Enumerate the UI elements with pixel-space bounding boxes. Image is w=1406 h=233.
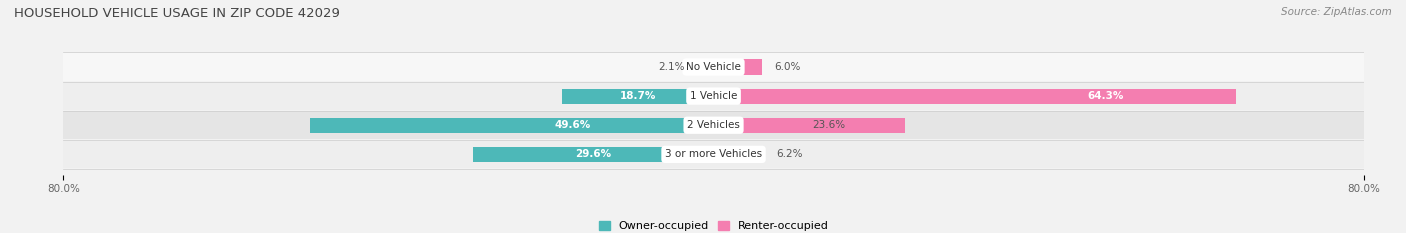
- Bar: [472, 147, 713, 162]
- Text: HOUSEHOLD VEHICLE USAGE IN ZIP CODE 42029: HOUSEHOLD VEHICLE USAGE IN ZIP CODE 4202…: [14, 7, 340, 20]
- Text: 64.3%: 64.3%: [1087, 91, 1123, 101]
- Text: No Vehicle: No Vehicle: [686, 62, 741, 72]
- Text: 6.2%: 6.2%: [776, 149, 803, 159]
- Text: 1 Vehicle: 1 Vehicle: [690, 91, 737, 101]
- Text: 49.6%: 49.6%: [554, 120, 591, 130]
- Bar: [63, 53, 1364, 81]
- Bar: [713, 89, 1236, 104]
- Bar: [713, 118, 905, 133]
- Bar: [713, 147, 763, 162]
- Bar: [696, 59, 713, 75]
- Text: 29.6%: 29.6%: [575, 149, 612, 159]
- Text: 2.1%: 2.1%: [658, 62, 685, 72]
- Text: 2 Vehicles: 2 Vehicles: [688, 120, 740, 130]
- Bar: [713, 59, 762, 75]
- Bar: [63, 82, 1364, 110]
- Text: 3 or more Vehicles: 3 or more Vehicles: [665, 149, 762, 159]
- Bar: [561, 89, 713, 104]
- Bar: [63, 111, 1364, 139]
- Bar: [311, 118, 713, 133]
- Bar: [63, 140, 1364, 168]
- Text: 6.0%: 6.0%: [775, 62, 801, 72]
- Text: 18.7%: 18.7%: [620, 91, 655, 101]
- Legend: Owner-occupied, Renter-occupied: Owner-occupied, Renter-occupied: [595, 217, 832, 233]
- Text: Source: ZipAtlas.com: Source: ZipAtlas.com: [1281, 7, 1392, 17]
- Text: 23.6%: 23.6%: [813, 120, 845, 130]
